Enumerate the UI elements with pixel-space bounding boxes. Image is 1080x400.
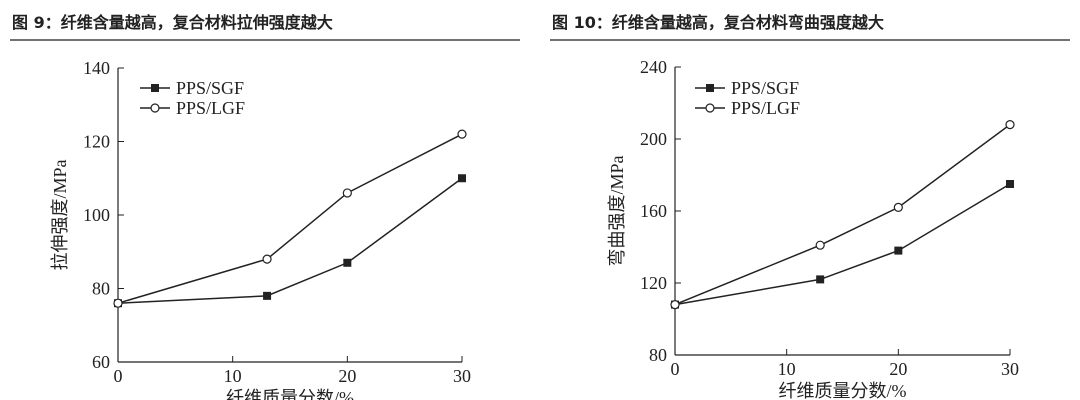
y-tick-label: 160: [640, 201, 667, 221]
y-tick-label: 60: [92, 352, 110, 372]
legend-label: PPS/LGF: [176, 98, 245, 118]
point: [342, 188, 352, 198]
y-tick-label: 140: [83, 58, 110, 78]
y-tick-label: 100: [83, 205, 110, 225]
point: [1005, 119, 1015, 130]
y-axis-label: 拉伸强度/MPa: [50, 159, 70, 270]
x-tick-label: 20: [338, 366, 356, 386]
x-tick-label: 10: [224, 366, 242, 386]
point: [263, 291, 272, 300]
point: [458, 174, 466, 183]
y-tick-label: 200: [640, 129, 667, 149]
x-tick-label: 10: [778, 359, 796, 379]
chart-title: 图 10：纤维含量越高，复合材料弯曲强度越大: [552, 13, 884, 32]
x-tick-label: 30: [1001, 359, 1019, 379]
x-axis-label: 纤维质量分数/%: [226, 388, 354, 400]
series-line: [674, 123, 1011, 306]
legend-label: PPS/SGF: [176, 78, 244, 98]
legend-marker: [705, 103, 715, 113]
series-line: [117, 133, 463, 304]
chart-title: 图 9：纤维含量越高，复合材料拉伸强度越大: [12, 13, 333, 32]
x-axis-label: 纤维质量分数/%: [779, 381, 907, 400]
x-tick-label: 20: [889, 359, 907, 379]
y-tick-label: 120: [640, 273, 667, 293]
point: [262, 254, 272, 264]
y-tick-label: 80: [649, 345, 667, 365]
point: [894, 246, 903, 255]
point: [457, 129, 467, 139]
point: [343, 258, 352, 267]
point: [670, 300, 680, 310]
point: [816, 275, 825, 284]
y-tick-label: 120: [83, 132, 110, 152]
legend-label: PPS/SGF: [731, 78, 799, 98]
x-tick-label: 0: [671, 359, 680, 379]
x-tick-label: 0: [114, 366, 123, 386]
x-tick-label: 30: [453, 366, 471, 386]
point: [113, 298, 123, 308]
y-axis-label: 弯曲强度/MPa: [607, 155, 627, 266]
legend-marker: [150, 103, 160, 113]
point: [1006, 180, 1014, 188]
point: [815, 240, 825, 250]
y-tick-label: 240: [640, 57, 667, 77]
y-tick-label: 80: [92, 279, 110, 299]
legend-marker: [706, 84, 714, 92]
series-line: [674, 183, 1011, 306]
series-line: [117, 177, 463, 304]
legend-marker: [151, 84, 159, 92]
legend-label: PPS/LGF: [731, 98, 800, 118]
point: [893, 202, 903, 212]
